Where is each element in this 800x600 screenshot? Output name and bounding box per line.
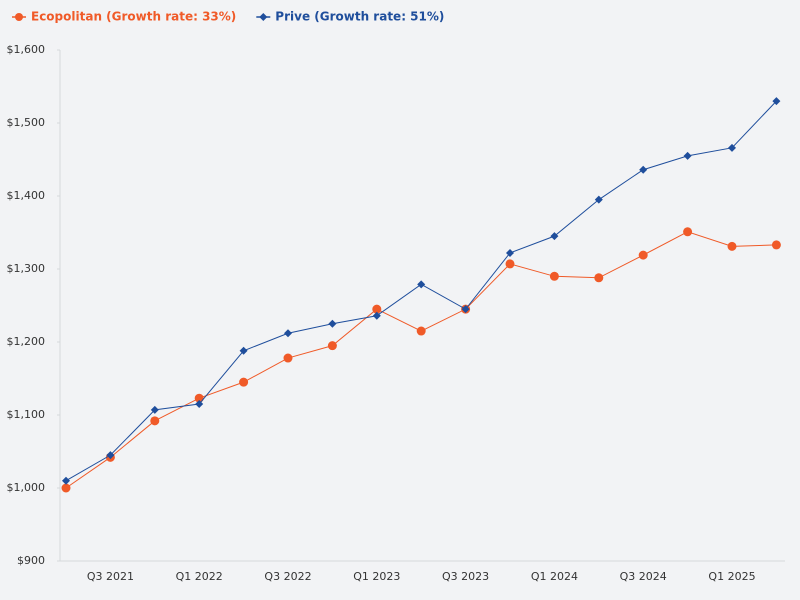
data-point (727, 241, 737, 251)
data-point (594, 195, 603, 204)
data-point (461, 305, 470, 314)
data-point (150, 405, 159, 414)
data-point (638, 250, 648, 260)
data-point (328, 319, 337, 328)
y-tick-label: $1,200 (7, 335, 46, 348)
y-tick-label: $1,500 (7, 116, 46, 129)
data-point (150, 416, 160, 426)
legend-text: Ecopolitan (Growth rate: 33%) (31, 10, 236, 24)
data-point (416, 326, 426, 336)
y-tick-label: $1,100 (7, 408, 46, 421)
x-tick-label: Q3 2021 (87, 570, 134, 583)
data-point (106, 451, 115, 460)
data-point (549, 271, 559, 281)
data-point (284, 329, 292, 338)
data-point (594, 273, 604, 283)
x-tick-label: Q1 2024 (531, 570, 578, 583)
data-point (195, 400, 204, 409)
data-point (239, 346, 248, 355)
x-tick-label: Q3 2022 (264, 570, 311, 583)
data-point (61, 483, 71, 493)
data-point (194, 393, 204, 403)
legend-text: Prive (Growth rate: 51%) (275, 10, 444, 24)
y-tick-label: $1,600 (7, 43, 46, 56)
data-point (372, 304, 382, 314)
data-point (417, 280, 426, 289)
x-tick-label: Q3 2023 (442, 570, 489, 583)
data-point (639, 165, 648, 174)
data-point (771, 240, 781, 250)
x-tick-label: Q3 2024 (620, 570, 667, 583)
y-tick-label: $1,300 (7, 262, 46, 275)
data-point (283, 353, 293, 363)
y-tick-label: $900 (17, 554, 45, 567)
y-tick-label: $1,400 (7, 189, 46, 202)
legend-marker (15, 13, 23, 21)
data-point (772, 97, 781, 106)
data-point (683, 151, 692, 160)
data-point (372, 311, 381, 320)
x-tick-label: Q1 2022 (176, 570, 223, 583)
data-point (728, 143, 736, 152)
data-point (505, 259, 515, 269)
data-point (683, 227, 693, 237)
data-point (550, 232, 559, 241)
data-point (327, 341, 337, 351)
data-point (239, 377, 249, 387)
legend-marker (259, 13, 268, 21)
x-tick-label: Q1 2023 (353, 570, 400, 583)
x-tick-label: Q1 2025 (708, 570, 755, 583)
y-tick-label: $1,000 (7, 481, 46, 494)
data-point (62, 476, 70, 485)
data-point (506, 248, 514, 257)
